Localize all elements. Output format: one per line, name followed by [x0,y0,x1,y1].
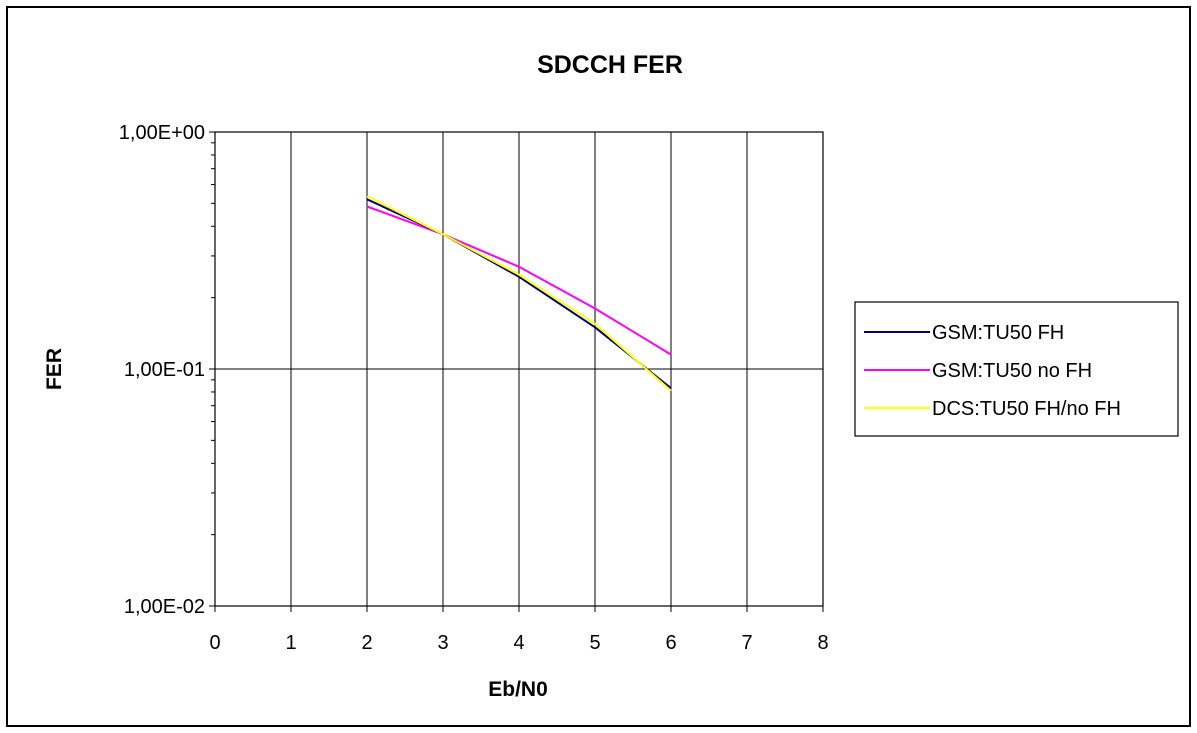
chart-title: SDCCH FER [537,51,683,79]
x-tick-label: 4 [513,632,524,654]
y-tick-label: 1,00E+00 [119,122,205,144]
x-tick-label: 0 [209,632,220,654]
x-tick-label: 3 [437,632,448,654]
legend-label-1: GSM:TU50 no FH [932,360,1092,382]
series-line-1 [366,205,672,356]
legend: GSM:TU50 FH GSM:TU50 no FH DCS:TU50 FH/no … [854,301,1179,437]
legend-label-2: DCS:TU50 FH/no FH [932,398,1121,420]
x-tick-label: 5 [589,632,600,654]
x-tick-label: 6 [665,632,676,654]
x-tick-label: 1 [285,632,296,654]
y-axis-ticks: 1,00E+00 1,00E-01 1,00E-02 [119,122,215,618]
series-lines [366,195,672,392]
x-tick-label: 8 [817,632,828,654]
x-axis-ticks: 0 1 2 3 4 5 6 7 8 [209,606,829,654]
y-axis-title: FER [43,348,66,390]
legend-label-0: GSM:TU50 FH [932,322,1064,344]
x-tick-label: 2 [361,632,372,654]
x-axis-title: Eb/N0 [488,678,548,701]
y-tick-label: 1,00E-01 [124,359,205,381]
y-tick-label: 1,00E-02 [124,596,205,618]
series-line-2 [366,195,672,392]
legend-entries: GSM:TU50 FH GSM:TU50 no FH DCS:TU50 FH/no … [864,322,1121,420]
x-tick-label: 7 [741,632,752,654]
